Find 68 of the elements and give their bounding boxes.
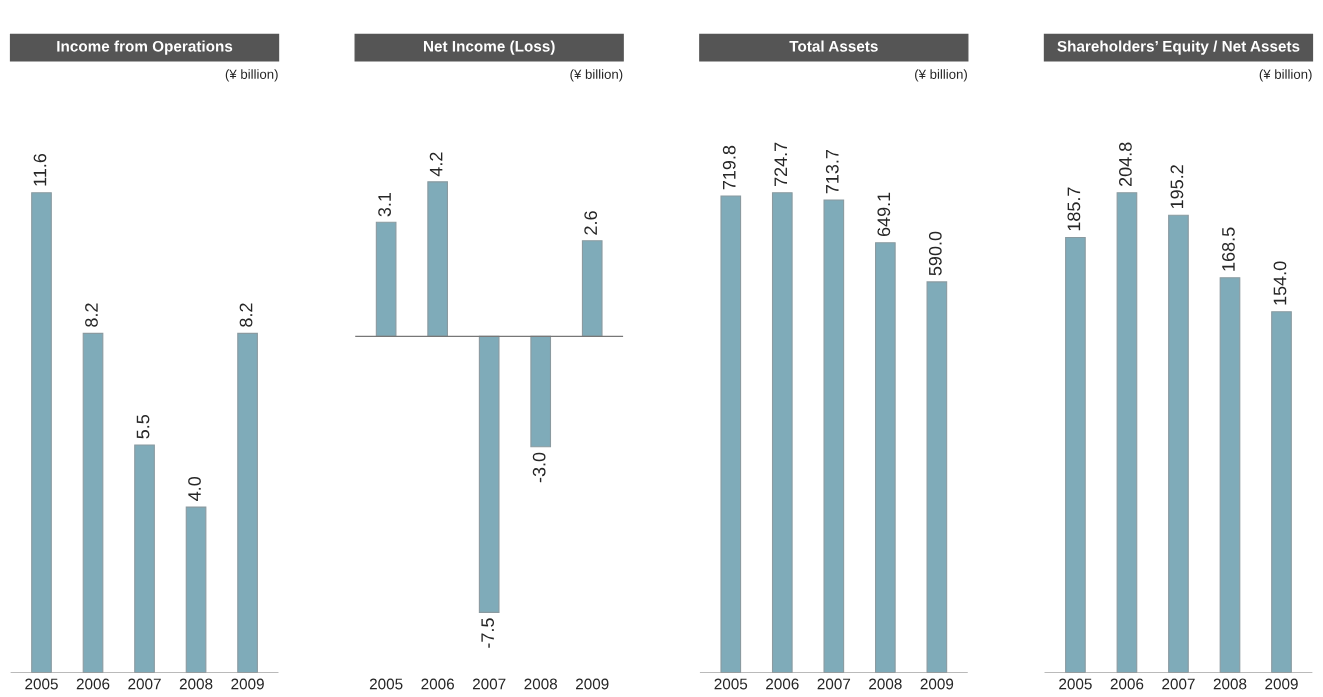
bar bbox=[31, 192, 52, 673]
bar bbox=[427, 181, 449, 337]
chart-subtitle: (¥ billion) bbox=[915, 69, 967, 82]
x-tick-label: 2005 bbox=[25, 678, 58, 690]
x-tick-label: 2007 bbox=[817, 678, 851, 690]
chart-title: Net Income (Loss) bbox=[423, 40, 555, 55]
data-label: 649.1 bbox=[877, 192, 891, 237]
data-label: 2.6 bbox=[584, 211, 598, 235]
data-label: 8.2 bbox=[239, 303, 253, 327]
data-label: -7.5 bbox=[481, 618, 495, 648]
chart-title: Total Assets bbox=[789, 40, 878, 52]
x-tick-label: 2008 bbox=[1213, 678, 1247, 690]
data-label: 590.0 bbox=[928, 231, 942, 276]
data-label: 195.2 bbox=[1170, 165, 1184, 209]
chart-subtitle: (¥ billion) bbox=[570, 69, 623, 82]
x-tick-label: 2008 bbox=[869, 678, 902, 690]
bar bbox=[720, 195, 742, 673]
data-label: 168.5 bbox=[1222, 227, 1235, 271]
data-label: 724.7 bbox=[774, 142, 787, 187]
chart-title: Shareholders’ Equity / Net Assets bbox=[1057, 40, 1300, 55]
x-tick-label: 2006 bbox=[421, 678, 454, 690]
x-tick-label: 2006 bbox=[76, 678, 110, 690]
chart-subtitle: (¥ billion) bbox=[225, 69, 278, 82]
bar bbox=[134, 444, 155, 673]
bar bbox=[375, 221, 397, 337]
bar bbox=[1116, 192, 1138, 673]
x-tick-label: 2008 bbox=[179, 678, 213, 690]
data-label: 8.2 bbox=[85, 303, 98, 327]
chart-subtitle: (¥ billion) bbox=[1259, 69, 1312, 82]
data-label: 154.0 bbox=[1273, 261, 1287, 305]
data-label: 11.6 bbox=[33, 153, 47, 186]
bar bbox=[1065, 236, 1086, 673]
bar bbox=[926, 281, 948, 673]
data-label: 3.1 bbox=[378, 192, 391, 217]
data-label: 4.0 bbox=[188, 476, 201, 501]
data-label: 5.5 bbox=[136, 414, 150, 439]
bar bbox=[581, 240, 603, 337]
x-tick-label: 2009 bbox=[231, 678, 264, 690]
x-tick-label: 2007 bbox=[128, 678, 161, 690]
data-label: 204.8 bbox=[1119, 142, 1132, 187]
x-tick-label: 2006 bbox=[766, 678, 799, 690]
bar bbox=[82, 332, 104, 673]
data-label: 4.2 bbox=[429, 152, 443, 177]
x-tick-label: 2009 bbox=[576, 678, 609, 690]
x-tick-label: 2005 bbox=[714, 678, 748, 690]
bar bbox=[530, 335, 552, 448]
bar bbox=[823, 199, 845, 673]
bar bbox=[185, 506, 207, 673]
bar bbox=[1271, 311, 1292, 673]
bar bbox=[1168, 214, 1189, 673]
bar bbox=[237, 332, 258, 673]
x-tick-label: 2005 bbox=[369, 678, 403, 690]
data-label: 713.7 bbox=[825, 149, 839, 194]
x-tick-label: 2009 bbox=[1265, 678, 1298, 690]
data-label: 185.7 bbox=[1067, 187, 1081, 231]
data-label: 719.8 bbox=[722, 145, 736, 190]
x-tick-label: 2007 bbox=[1162, 678, 1195, 690]
data-label: -3.0 bbox=[532, 452, 546, 483]
bar bbox=[874, 242, 896, 673]
bar bbox=[478, 335, 500, 613]
x-tick-label: 2007 bbox=[472, 678, 506, 690]
x-tick-label: 2008 bbox=[524, 678, 558, 690]
x-tick-label: 2009 bbox=[920, 678, 954, 690]
x-tick-label: 2006 bbox=[1110, 678, 1144, 690]
x-tick-label: 2005 bbox=[1059, 678, 1092, 690]
bar bbox=[771, 192, 793, 673]
chart-title: Income from Operations bbox=[57, 40, 233, 55]
bar bbox=[1219, 277, 1241, 673]
